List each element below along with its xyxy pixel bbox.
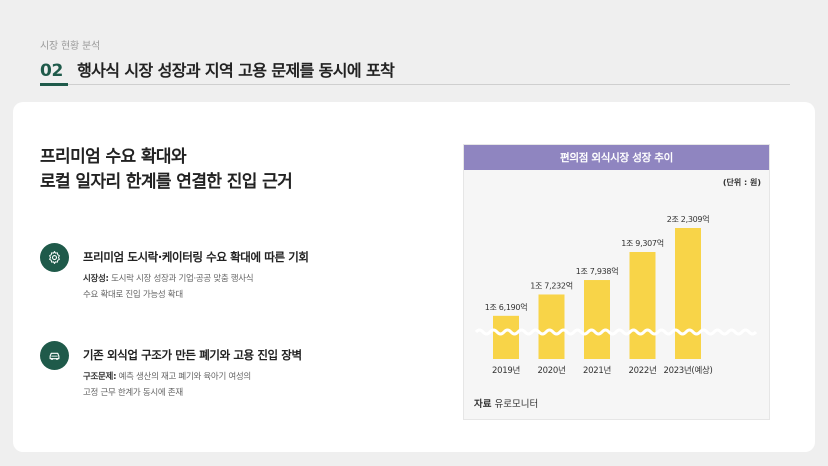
page-title: 행사식 시장 성장과 지역 고용 문제를 동시에 포착 xyxy=(77,61,395,80)
bar-value-label: 1조 7,232억 xyxy=(530,280,573,290)
chart-unit: (단위 : 원) xyxy=(722,178,761,187)
x-tick-label: 2019년 xyxy=(492,365,520,376)
point-description: 시장성: 도시락 시장 성장과 기업·공공 맞춤 행사식 수요 확대로 진입 가… xyxy=(83,271,403,303)
x-tick-label: 2020년 xyxy=(538,365,566,376)
car-icon xyxy=(40,341,69,370)
page-eyebrow: 시장 현황 분석 xyxy=(40,41,100,52)
headline-line-2: 로컬 일자리 한계를 연결한 진입 근거 xyxy=(40,172,293,192)
bar-1 xyxy=(538,294,565,359)
x-tick-label: 2021년 xyxy=(583,365,611,376)
x-tick-label: 2022년 xyxy=(629,365,657,376)
bar-4 xyxy=(675,228,701,359)
point-desc-line-2: 수요 확대로 진입 가능성 확대 xyxy=(83,290,183,300)
title-divider xyxy=(40,84,790,85)
point-title: 프리미엄 도시락·케이터링 수요 확대에 따른 기회 xyxy=(83,250,309,264)
point-label: 구조문제: xyxy=(83,372,117,382)
headline: 프리미엄 수요 확대와 로컬 일자리 한계를 연결한 진입 근거 xyxy=(40,145,293,195)
chart-panel: 편의점 외식시장 성장 추이 (단위 : 원) 1조 6,190억 2019년 1조… xyxy=(463,144,770,420)
bar-value-label: 2조 2,309억 xyxy=(667,214,710,224)
point-title: 기존 외식업 구조가 만든 폐기와 고용 진입 장벽 xyxy=(83,348,302,362)
axis-break-line xyxy=(474,328,758,336)
section-number: 02 xyxy=(40,61,64,81)
bar-0 xyxy=(493,315,519,359)
gear-icon xyxy=(40,243,69,272)
x-tick-label: 2023년(예상) xyxy=(663,365,712,376)
chart-source-label: 자료 xyxy=(474,399,492,410)
chart-source-value: 유로모니터 xyxy=(494,399,539,410)
chart-source: 자료 유로모니터 xyxy=(474,396,538,410)
page-title-row: 02 행사식 시장 성장과 지역 고용 문제를 동시에 포착 xyxy=(40,57,395,81)
bar-2 xyxy=(584,280,610,359)
bar-value-label: 1조 7,938억 xyxy=(576,266,619,276)
point-desc-line-2: 고정 근무 한계가 동시에 존재 xyxy=(83,388,183,398)
bar-chart: 1조 6,190억 2019년 1조 7,232억 2020년 1조 7,938억 202… xyxy=(474,214,758,376)
bar-value-label: 1조 9,307억 xyxy=(621,238,664,248)
point-label: 시장성: xyxy=(83,274,109,284)
point-desc-line-1: 예측 생산의 재고 폐기와 육아기 여성의 xyxy=(116,372,252,382)
point-desc-line-1: 도시락 시장 성장과 기업·공공 맞춤 행사식 xyxy=(108,274,254,284)
point-description: 구조문제: 예측 생산의 재고 폐기와 육아기 여성의 고정 근무 한계가 동시… xyxy=(83,369,403,401)
headline-line-1: 프리미엄 수요 확대와 xyxy=(40,147,187,167)
bar-value-label: 1조 6,190억 xyxy=(485,302,528,312)
title-divider-accent xyxy=(40,83,68,86)
bar-3 xyxy=(629,252,656,359)
chart-title: 편의점 외식시장 성장 추이 xyxy=(464,145,769,170)
